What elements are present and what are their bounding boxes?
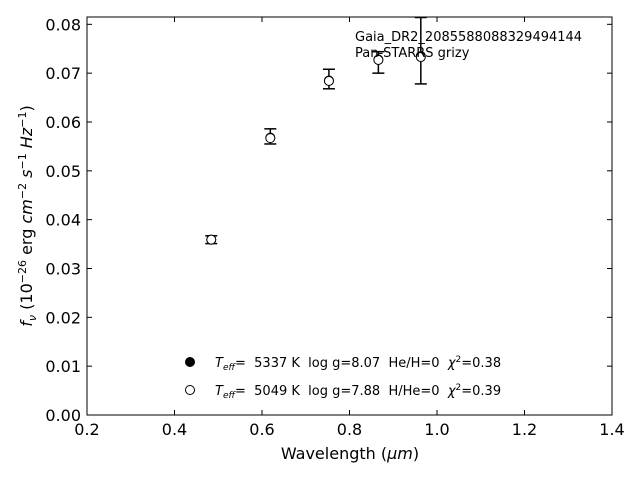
model-point-open [323,75,334,86]
legend-entry-1: Teff= 5337 K log g=8.07 He/H=0 χ2=0.38 [215,355,501,373]
y-tick-label: 0.00 [45,406,81,425]
x-tick-label: 0.8 [337,420,362,439]
model-point-open [415,52,426,63]
legend: Teff= 5337 K log g=8.07 He/H=0 χ2=0.38 T… [185,355,501,401]
y-tick-label: 0.07 [45,64,81,83]
x-tick-label: 1.2 [512,420,537,439]
y-tick-label: 0.06 [45,113,81,132]
y-tick-label: 0.05 [45,162,81,181]
y-axis-label: fν (10−26 erg cm−2 s−1 Hz−1) [16,105,39,326]
y-tick-label: 0.01 [45,357,81,376]
x-tick-label: 0.6 [249,420,274,439]
x-tick-label: 1.0 [424,420,449,439]
y-tick-label: 0.02 [45,308,81,327]
legend-marker-filled [185,357,195,367]
model-point-open [373,54,384,65]
axis-ticks: 0.2 0.4 0.6 0.8 1.0 1.2 1.4 0.00 0.01 0.02 0.03 0.0… [45,15,624,439]
x-tick-label: 0.2 [74,420,99,439]
model-point-open [265,133,276,144]
y-tick-label: 0.03 [45,259,81,278]
x-tick-label: 0.4 [162,420,187,439]
legend-entry-2: Teff= 5049 K log g=7.88 H/He=0 χ2=0.39 [215,383,501,401]
legend-marker-open [185,385,195,395]
data-markers [206,51,426,245]
annotation-object-id: Gaia_DR2_2085588088329494144 [355,30,582,45]
x-axis-label: Wavelength (μm) [281,444,419,463]
y-tick-label: 0.08 [45,15,81,34]
y-tick-label: 0.04 [45,211,81,230]
x-tick-label: 1.4 [599,420,624,439]
model-point-open [206,234,217,245]
annotation-survey: Pan-STARRS grizy [355,46,470,61]
